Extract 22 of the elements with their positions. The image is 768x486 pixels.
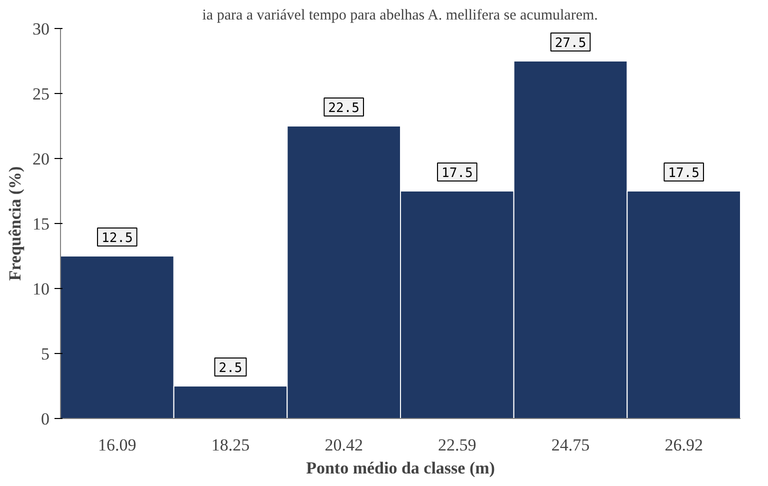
y-tick-label: 30	[32, 20, 50, 38]
x-tick-label: 24.75	[551, 436, 590, 454]
x-tick-label: 16.09	[98, 436, 136, 454]
y-tick-label: 15	[32, 214, 50, 234]
y-tick-label: 10	[32, 280, 50, 298]
x-tick-label: 26.92	[664, 436, 703, 454]
y-tick-label: 20	[32, 150, 50, 168]
data-label: 17.5	[668, 166, 700, 181]
data-label: 17.5	[442, 166, 473, 181]
x-axis-title: Ponto médio da classe (m)	[306, 458, 495, 478]
data-label: 27.5	[554, 36, 586, 51]
x-tick-label: 20.42	[324, 436, 363, 454]
data-label: 2.5	[218, 361, 242, 376]
y-axis-title: Frequência (%)	[6, 166, 24, 281]
y-tick-label: 5	[41, 344, 50, 364]
x-tick-label: 18.25	[211, 436, 250, 454]
chart-title: ia para a variável tempo para abelhas A. mellifera se acumularem.	[202, 8, 598, 24]
data-label: 12.5	[102, 231, 133, 246]
x-tick-label: 22.59	[438, 436, 476, 454]
y-tick-label: 0	[41, 410, 50, 428]
y-tick-label: 25	[32, 84, 50, 104]
data-label: 22.5	[328, 101, 360, 116]
